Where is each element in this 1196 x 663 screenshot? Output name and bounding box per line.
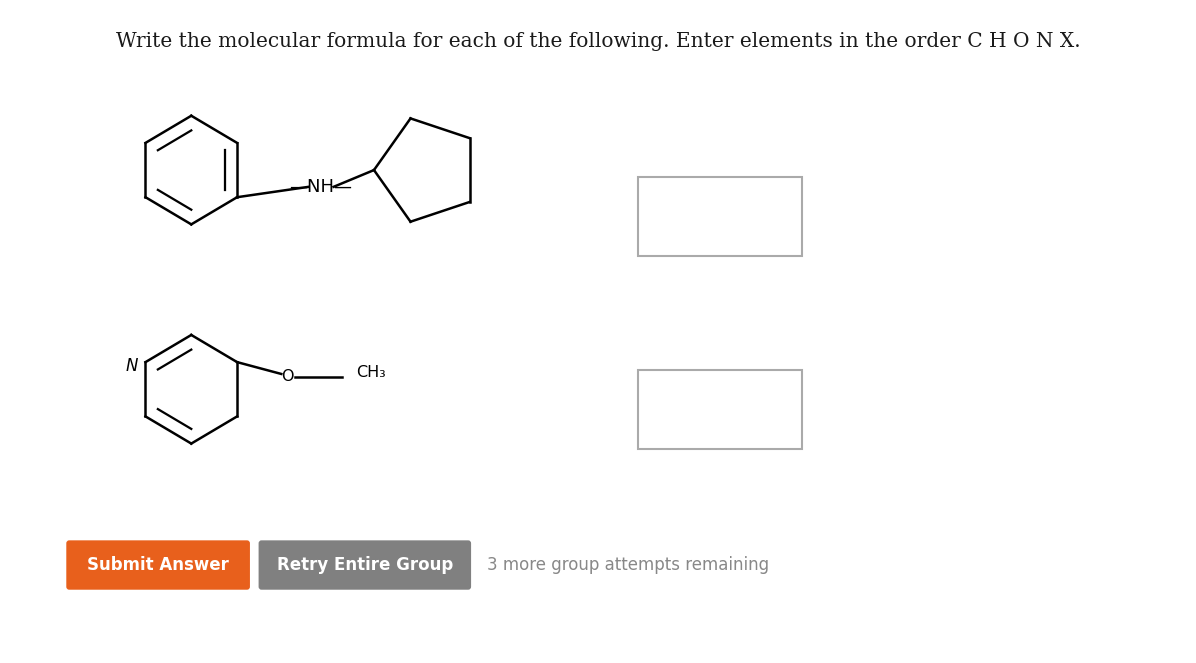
Bar bbox=[639, 369, 801, 448]
Text: Write the molecular formula for each of the following. Enter elements in the ord: Write the molecular formula for each of … bbox=[116, 32, 1080, 51]
Text: O: O bbox=[281, 369, 293, 385]
FancyBboxPatch shape bbox=[66, 540, 250, 589]
Text: CH₃: CH₃ bbox=[356, 365, 386, 381]
Text: —NH—: —NH— bbox=[289, 178, 353, 196]
Bar bbox=[639, 177, 801, 256]
Text: Retry Entire Group: Retry Entire Group bbox=[276, 556, 453, 574]
Text: Submit Answer: Submit Answer bbox=[87, 556, 230, 574]
Text: N: N bbox=[126, 357, 138, 375]
FancyBboxPatch shape bbox=[258, 540, 471, 589]
Text: 3 more group attempts remaining: 3 more group attempts remaining bbox=[488, 556, 769, 574]
